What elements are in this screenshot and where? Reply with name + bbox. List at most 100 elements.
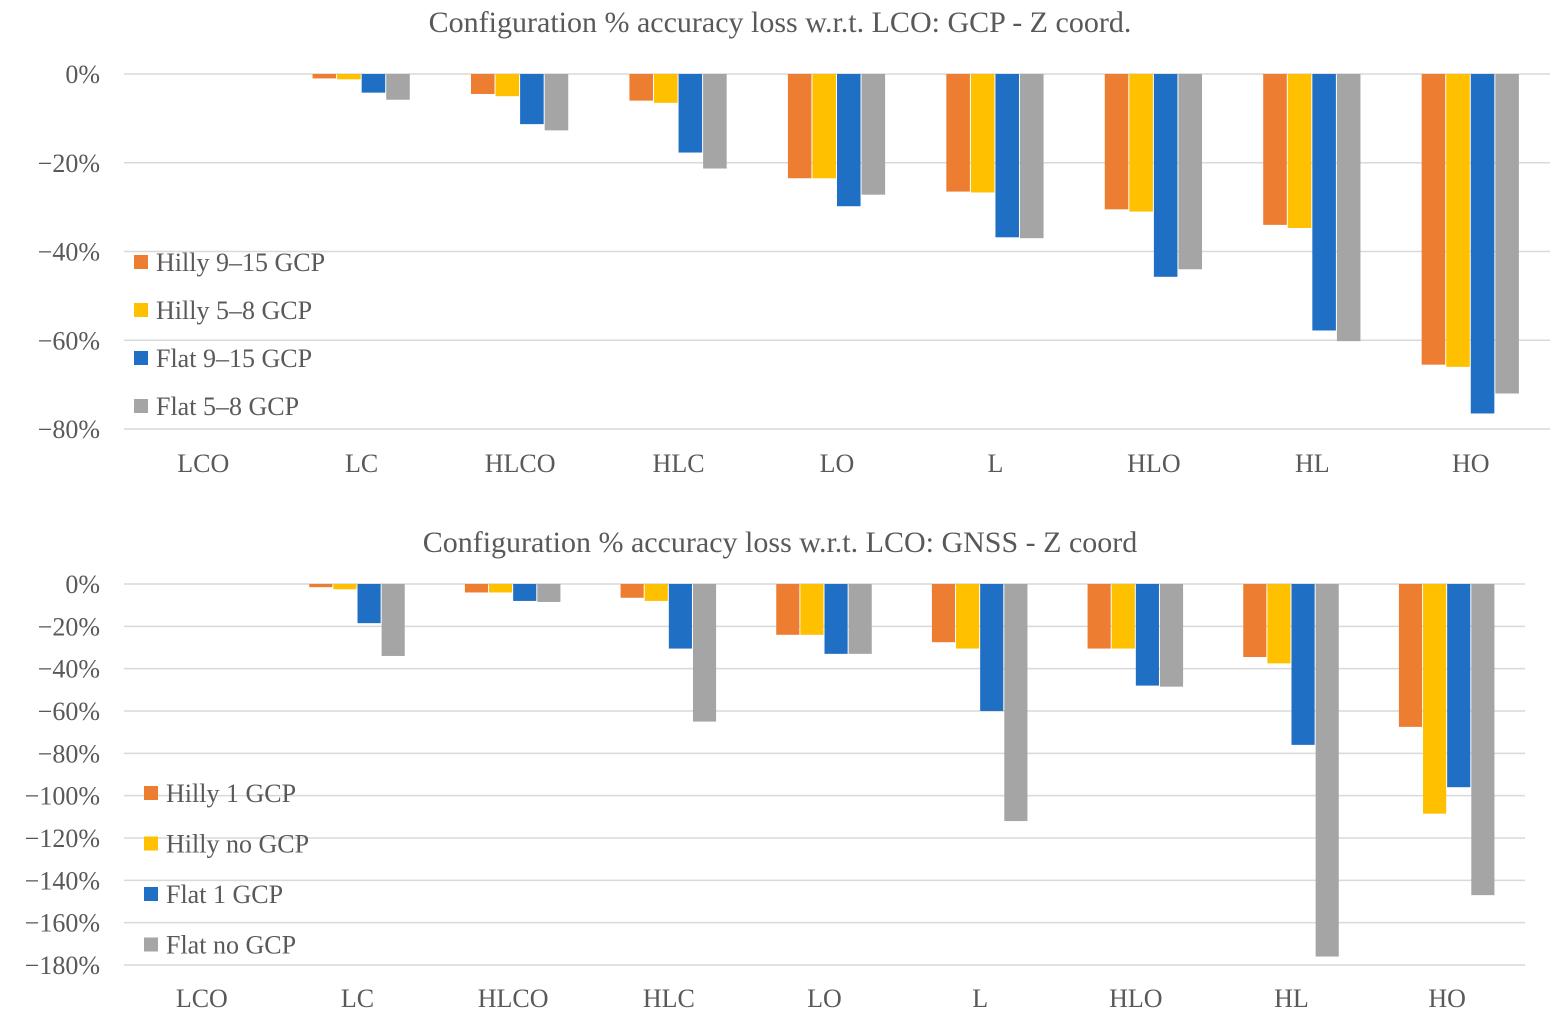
- y-tick-label: −20%: [38, 612, 100, 641]
- bar-ho-series-1: [1421, 74, 1446, 365]
- bar-lc-series-4: [381, 584, 405, 656]
- y-tick-label: 0%: [65, 60, 100, 89]
- y-tick-label: −120%: [25, 824, 100, 853]
- bar-lc-series-2: [333, 584, 357, 590]
- bar-ho-series-3: [1470, 74, 1495, 414]
- legend-swatch: [144, 836, 158, 851]
- category-label: LC: [345, 449, 378, 478]
- chart-gcp: Configuration % accuracy loss w.r.t. LCO…: [38, 6, 1550, 478]
- legend-swatch: [134, 303, 148, 317]
- bar-hl-series-1: [1263, 74, 1287, 225]
- legend: Hilly 1 GCP Hilly no GCP Flat 1 GCP Flat no…: [144, 779, 309, 960]
- bar-lo-series-3: [837, 74, 861, 207]
- bar-lc-series-4: [386, 74, 410, 100]
- bar-lo-series-3: [824, 584, 848, 654]
- bar-ho-series-2: [1423, 584, 1447, 814]
- bar-ho-series-4: [1495, 74, 1519, 394]
- bar-hlco-series-1: [464, 584, 489, 593]
- legend-swatch: [134, 399, 148, 413]
- bar-hlc-series-3: [678, 74, 703, 153]
- bar-l-series-1: [931, 584, 956, 643]
- category-label: LO: [820, 449, 855, 478]
- bar-hlo-series-4: [1178, 74, 1203, 270]
- chart-title: Configuration % accuracy loss w.r.t. LCO…: [423, 526, 1138, 559]
- category-label: HO: [1428, 984, 1466, 1013]
- y-tick-label: −140%: [25, 866, 100, 895]
- category-label: L: [972, 984, 988, 1013]
- legend-label: Flat 9–15 GCP: [156, 344, 312, 373]
- bar-ho-series-3: [1447, 584, 1471, 788]
- category-label: HLC: [643, 984, 695, 1013]
- y-tick-label: −160%: [25, 909, 100, 938]
- legend-swatch: [134, 255, 148, 269]
- category-label: HO: [1452, 449, 1490, 478]
- category-label: LC: [341, 984, 374, 1013]
- legend-swatch: [144, 786, 158, 800]
- bar-hl-series-4: [1336, 74, 1361, 342]
- y-tick-label: −80%: [38, 415, 100, 444]
- bar-lo-series-4: [861, 74, 886, 195]
- legend-label: Flat 1 GCP: [166, 880, 283, 909]
- bar-l-series-3: [980, 584, 1004, 711]
- legend-label: Flat no GCP: [166, 931, 296, 960]
- legend-swatch: [144, 887, 158, 901]
- bar-lo-series-2: [812, 74, 836, 179]
- bar-lo-series-2: [800, 584, 824, 635]
- legend-label: Hilly no GCP: [166, 830, 309, 859]
- y-tick-label: −180%: [25, 951, 100, 980]
- bar-l-series-2: [970, 74, 995, 193]
- bar-hlc-series-3: [668, 584, 692, 649]
- bar-hlo-series-2: [1111, 584, 1135, 649]
- bar-hl-series-2: [1287, 74, 1312, 228]
- bar-lc-series-2: [337, 74, 361, 80]
- bar-hlco-series-2: [495, 74, 520, 97]
- legend-label: Hilly 5–8 GCP: [156, 296, 312, 325]
- category-label: HLO: [1127, 449, 1180, 478]
- bar-lc-series-3: [361, 74, 386, 93]
- bar-hl-series-1: [1243, 584, 1267, 658]
- bar-hlco-series-3: [520, 74, 544, 125]
- bar-l-series-2: [956, 584, 980, 649]
- category-label: HL: [1295, 449, 1330, 478]
- y-tick-label: −40%: [38, 655, 100, 684]
- bar-hlc-series-1: [620, 584, 644, 598]
- bar-hlco-series-4: [537, 584, 561, 602]
- category-label: LCO: [177, 449, 229, 478]
- bar-hlo-series-3: [1153, 74, 1178, 277]
- y-tick-label: −80%: [38, 739, 100, 768]
- bar-l-series-1: [946, 74, 970, 192]
- bar-hlo-series-1: [1087, 584, 1111, 649]
- y-tick-label: −100%: [25, 782, 100, 811]
- y-tick-label: −60%: [38, 697, 100, 726]
- category-label: HLC: [653, 449, 705, 478]
- category-label: LO: [807, 984, 842, 1013]
- legend-swatch: [134, 351, 148, 365]
- category-label: HLCO: [478, 984, 549, 1013]
- chart-title: Configuration % accuracy loss w.r.t. LCO…: [429, 6, 1132, 39]
- bar-hlco-series-4: [544, 74, 569, 131]
- legend: Hilly 9–15 GCP Hilly 5–8 GCP Flat 9–15 GCP…: [134, 248, 325, 421]
- y-tick-label: −40%: [38, 238, 100, 267]
- bar-lc-series-3: [357, 584, 381, 624]
- bar-hlc-series-2: [653, 74, 678, 103]
- bar-hlo-series-4: [1159, 584, 1184, 687]
- category-label: L: [987, 449, 1003, 478]
- y-tick-label: −60%: [38, 326, 100, 355]
- bar-hlc-series-4: [692, 584, 717, 722]
- category-label: HLCO: [485, 449, 556, 478]
- bar-lo-series-1: [787, 74, 812, 179]
- bar-hl-series-3: [1291, 584, 1315, 745]
- y-tick-label: −20%: [38, 149, 100, 178]
- bar-hl-series-3: [1312, 74, 1336, 331]
- bar-lo-series-4: [848, 584, 872, 654]
- bar-l-series-3: [995, 74, 1020, 238]
- category-label: HLO: [1109, 984, 1162, 1013]
- bar-hl-series-2: [1267, 584, 1291, 664]
- bar-hl-series-4: [1315, 584, 1339, 957]
- bar-ho-series-1: [1398, 584, 1423, 727]
- bar-hlc-series-4: [703, 74, 727, 169]
- bar-hlc-series-2: [644, 584, 668, 601]
- bar-hlo-series-1: [1104, 74, 1129, 210]
- bar-l-series-4: [1004, 584, 1028, 822]
- bar-hlo-series-2: [1129, 74, 1153, 212]
